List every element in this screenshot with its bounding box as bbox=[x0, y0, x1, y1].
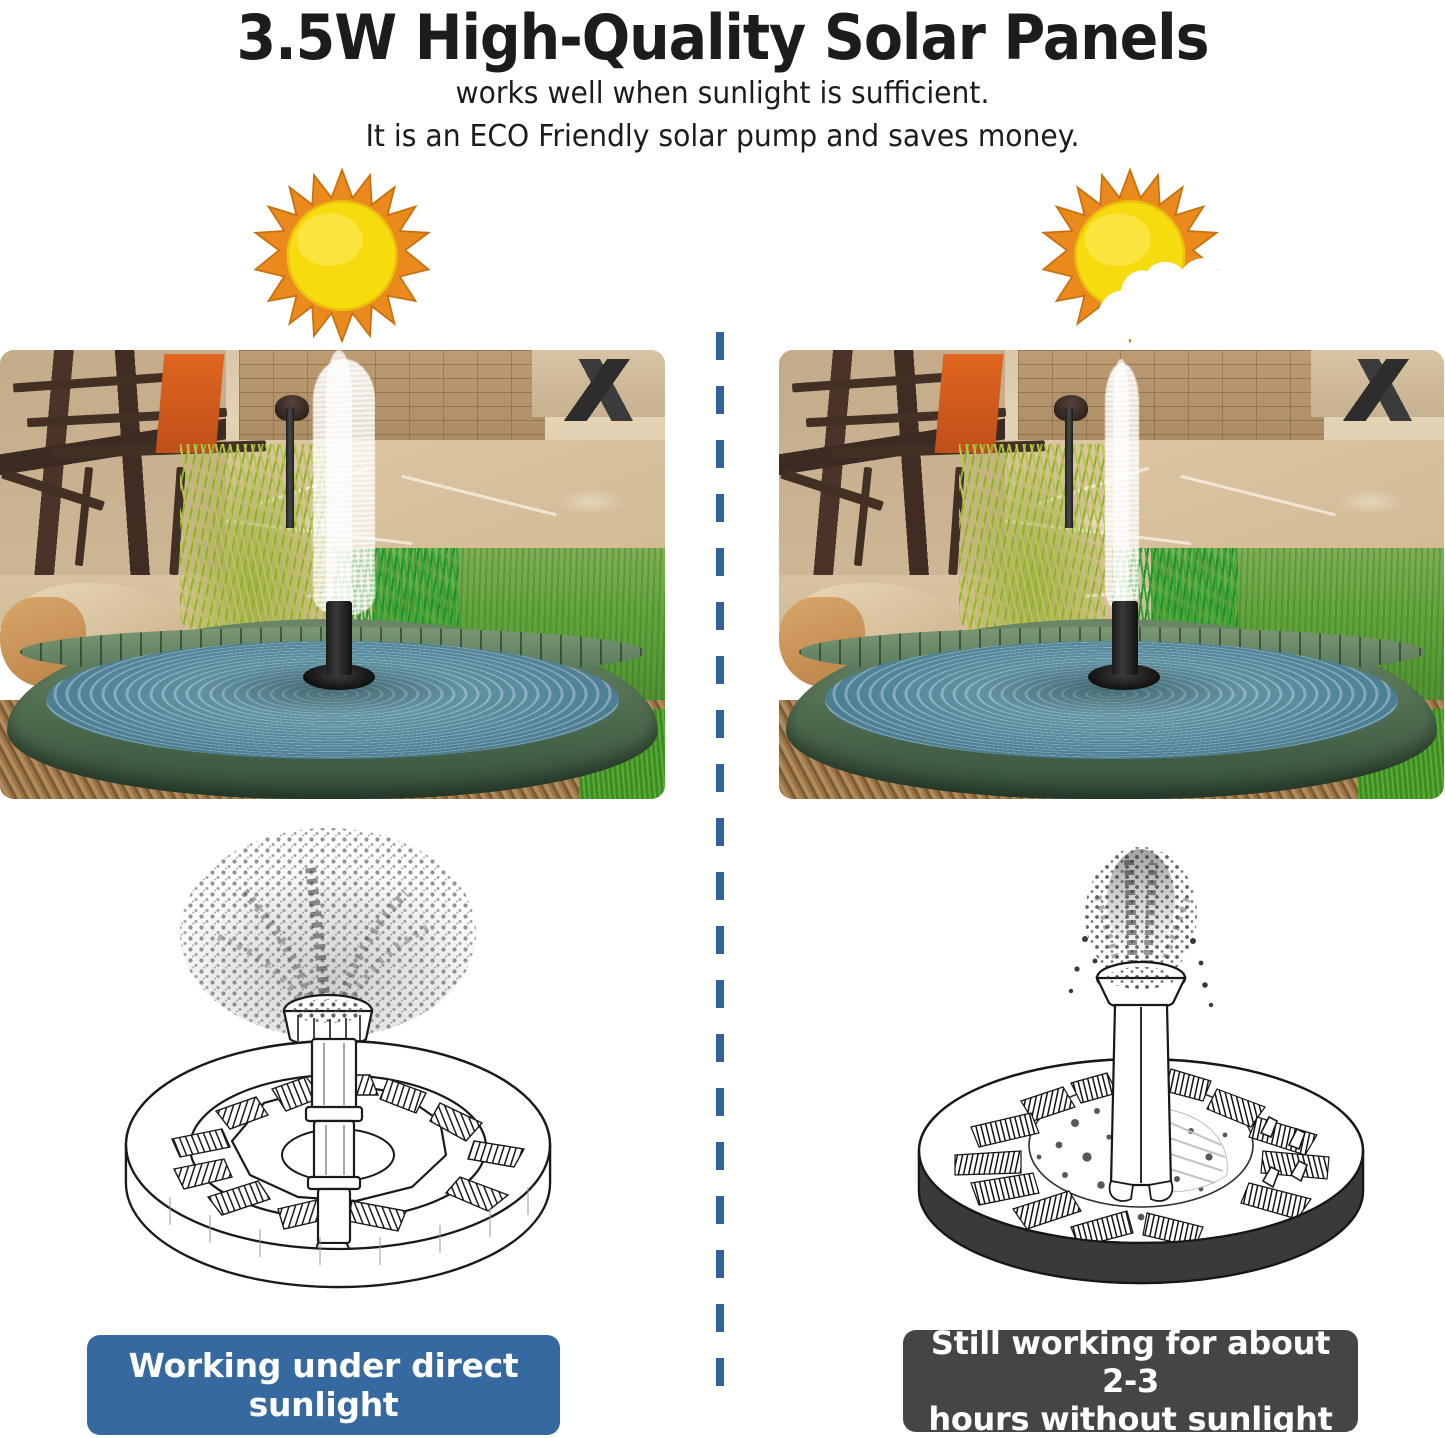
illustration-fountain-full-spray bbox=[100, 815, 590, 1305]
banner-right-label-line2: hours without sunlight bbox=[928, 1400, 1333, 1438]
vertical-dashed-divider bbox=[716, 332, 724, 1410]
banner-without-sunlight[interactable]: Still working for about 2-3 hours withou… bbox=[903, 1324, 1358, 1438]
page-title: 3.5W High-Quality Solar Panels bbox=[236, 1, 1210, 74]
banner-left-label: Working under direct sunlight bbox=[128, 1346, 519, 1424]
subtitle-line-2: It is an ECO Friendly solar pump and sav… bbox=[365, 119, 1080, 154]
illustration-fountain-low-spray bbox=[905, 845, 1375, 1305]
banner-direct-sunlight[interactable]: Working under direct sunlight bbox=[87, 1335, 560, 1435]
photo-without-sunlight bbox=[779, 350, 1444, 799]
banner-right-label-line1: Still working for about 2-3 bbox=[930, 1324, 1331, 1400]
header: 3.5W High-Quality Solar Panels works wel… bbox=[0, 0, 1445, 158]
photo-direct-sunlight bbox=[0, 350, 665, 799]
sun-behind-cloud-icon bbox=[1035, 167, 1225, 344]
sun-icon bbox=[247, 167, 437, 344]
subtitle-line-1: works well when sunlight is sufficient. bbox=[455, 76, 990, 111]
